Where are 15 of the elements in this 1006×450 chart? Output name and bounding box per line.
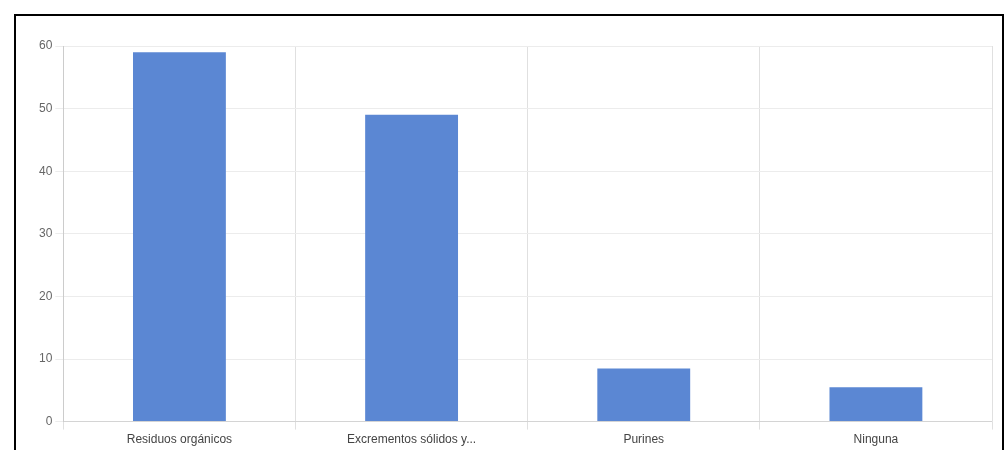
y-tick-label: 40 <box>38 163 53 178</box>
y-tick-label: 60 <box>38 38 53 53</box>
y-tick-label: 0 <box>45 413 53 428</box>
y-tick-label: 30 <box>38 226 53 241</box>
x-tick-label: Ninguna <box>853 432 899 447</box>
bar <box>365 114 459 422</box>
x-tick-label: Residuos orgánicos <box>126 432 233 447</box>
y-tick-label: 10 <box>38 351 53 366</box>
x-tick-label: Excrementos sólidos y... <box>347 432 477 447</box>
bar <box>133 52 226 422</box>
x-tick-label: Purines <box>623 432 665 447</box>
y-tick-label: 50 <box>38 100 53 115</box>
bar <box>829 387 923 422</box>
y-tick-label: 20 <box>38 288 53 303</box>
bar <box>597 368 691 422</box>
